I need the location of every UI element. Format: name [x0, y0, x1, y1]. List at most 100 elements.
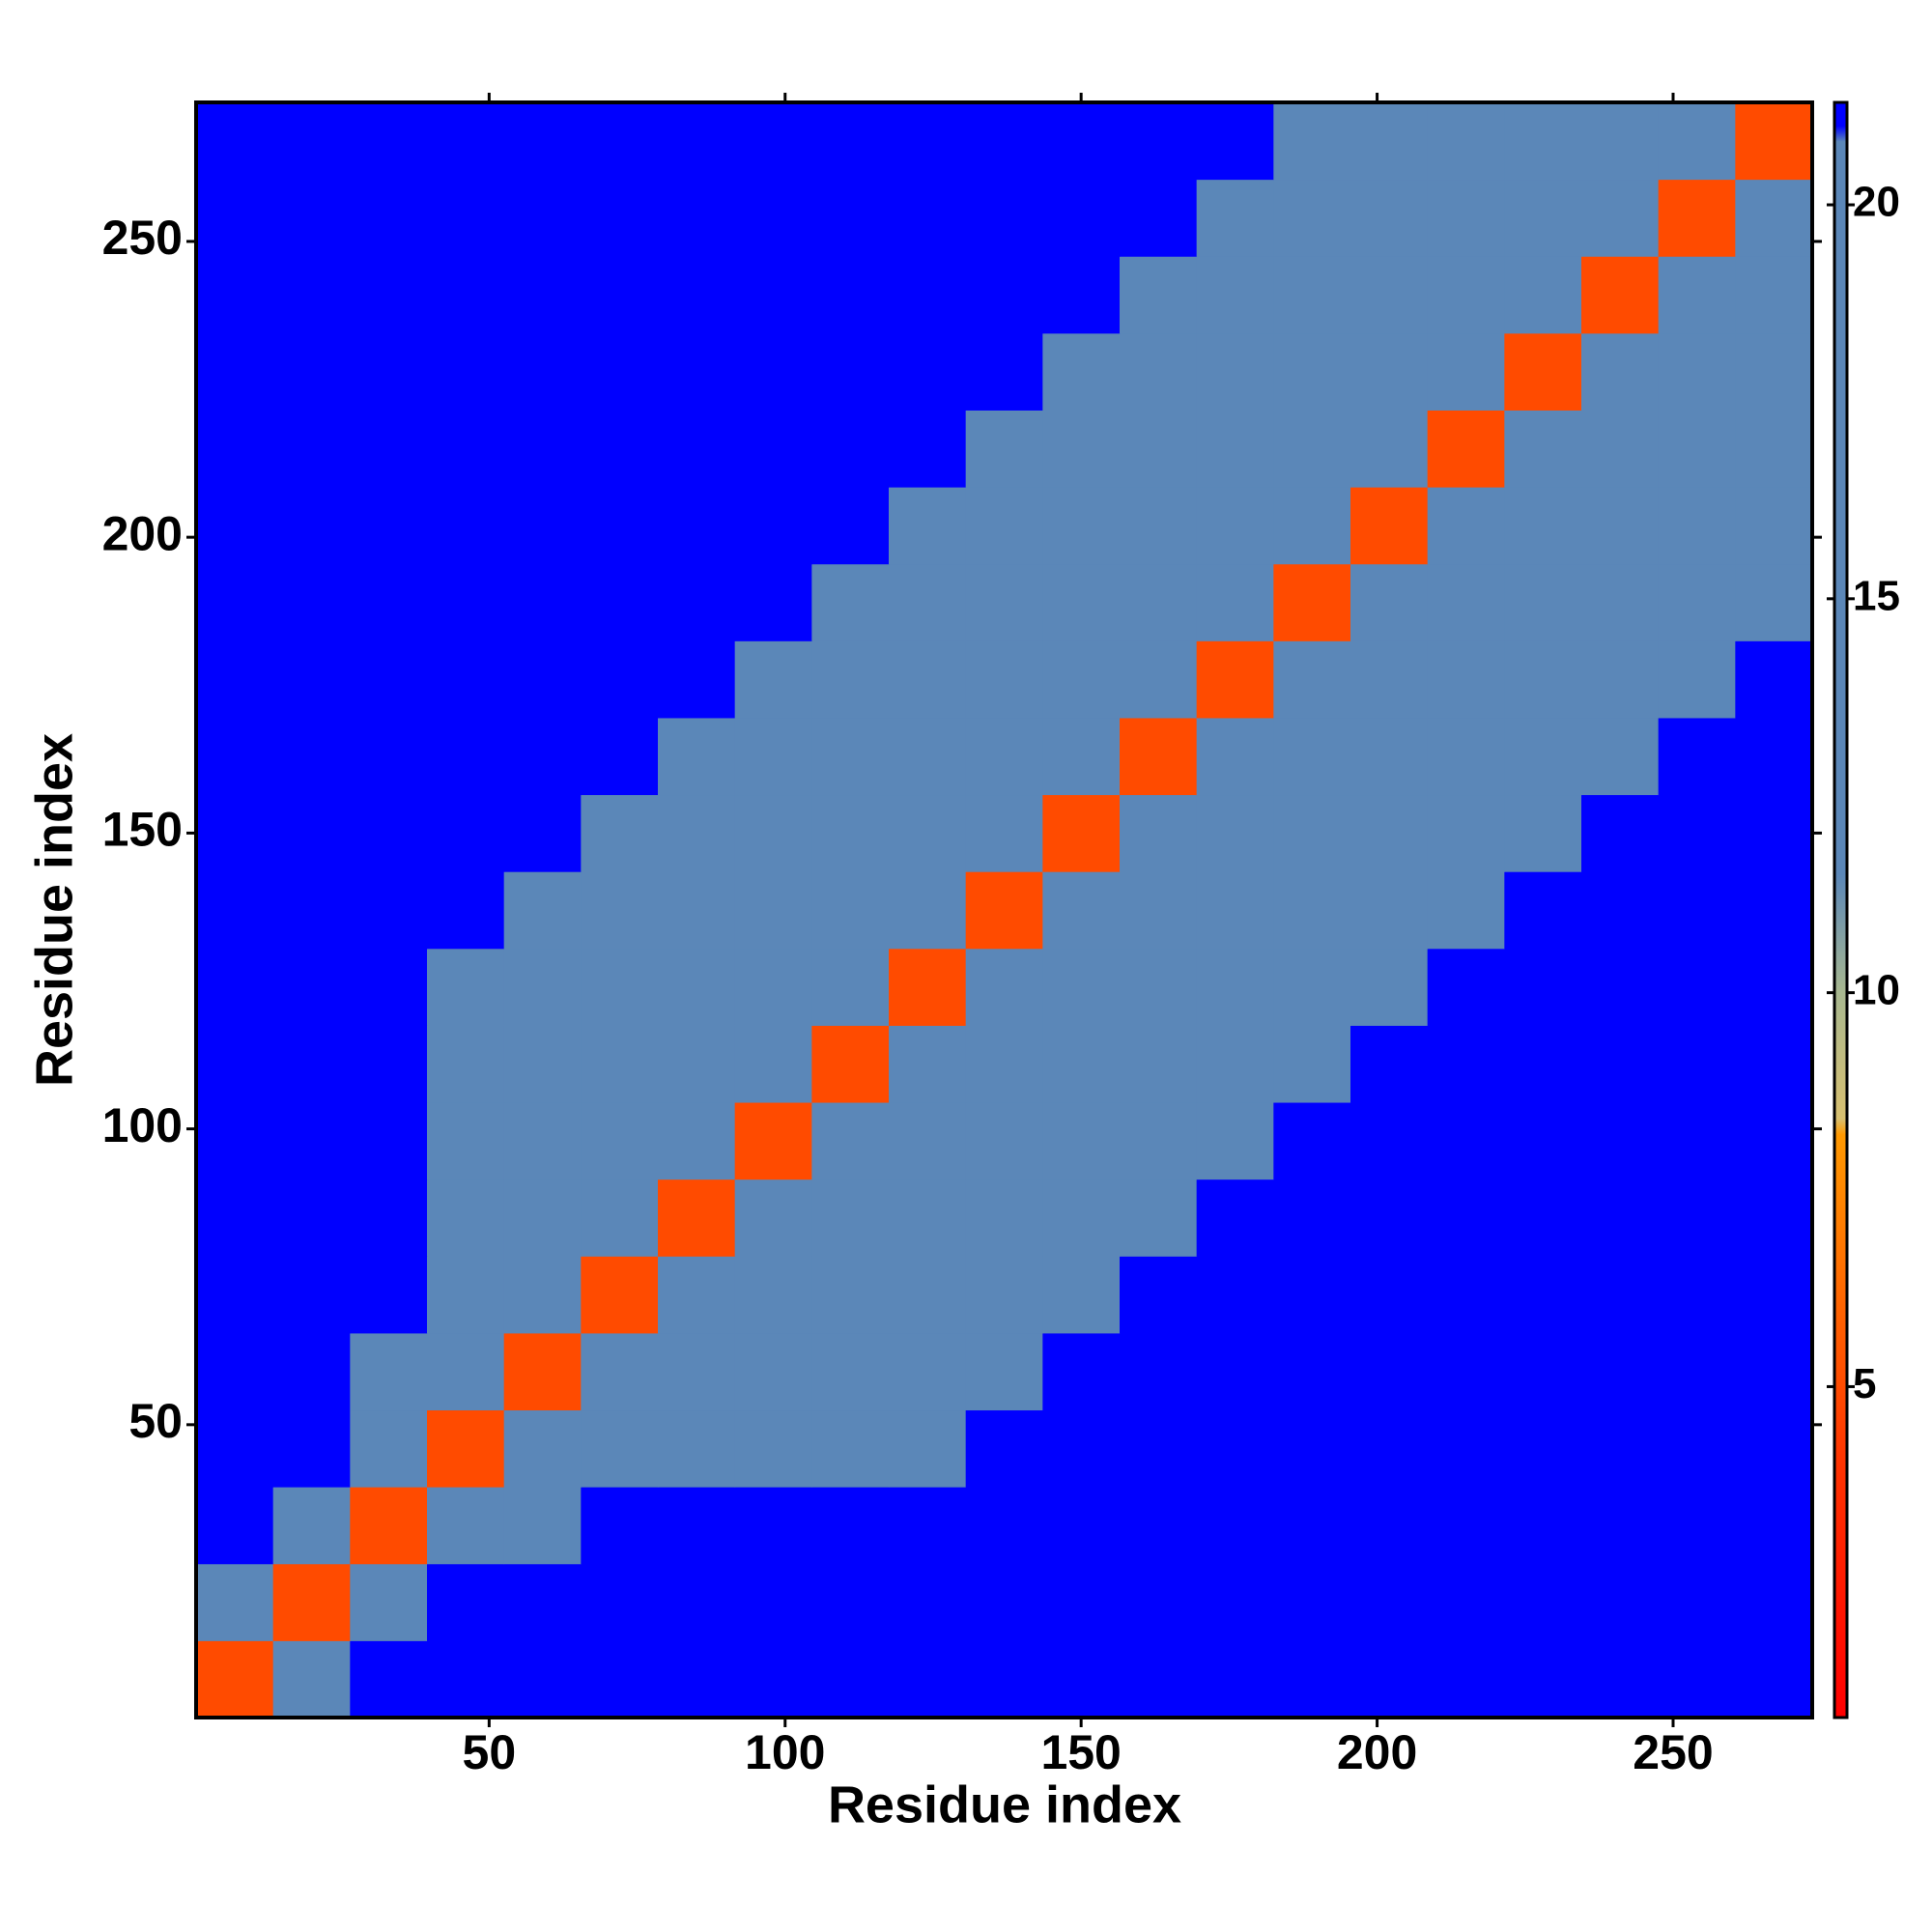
heatmap-cell: [1427, 717, 1505, 796]
heatmap-cell: [1350, 1332, 1429, 1411]
heatmap-cell: [811, 871, 890, 950]
heatmap-cell: [1658, 563, 1736, 641]
heatmap-cell: [1273, 1179, 1351, 1257]
heatmap-cell: [658, 102, 736, 181]
heatmap-cell: [1042, 948, 1121, 1026]
heatmap-cell: [889, 1487, 967, 1565]
heatmap-cell: [427, 1563, 505, 1641]
heatmap-cell: [1427, 256, 1505, 334]
x-tick-label: 150: [1040, 1725, 1121, 1779]
heatmap-cell: [1581, 563, 1660, 641]
heatmap-cell: [272, 256, 351, 334]
heatmap-cell: [196, 256, 274, 334]
heatmap-cell: [196, 410, 274, 488]
heatmap-cell: [1735, 794, 1813, 872]
x-tick-label: 250: [1633, 1725, 1713, 1779]
heatmap-cell: [811, 102, 890, 181]
heatmap-cell: [1658, 1487, 1736, 1565]
heatmap-cell: [889, 1256, 967, 1334]
heatmap-cell: [1350, 179, 1429, 257]
heatmap-cell: [272, 1640, 351, 1719]
heatmap-cell: [350, 1332, 428, 1411]
heatmap-cell: [503, 640, 582, 719]
heatmap-cell: [427, 1179, 505, 1257]
heatmap-cell: [965, 410, 1043, 488]
heatmap-cell: [1042, 1487, 1121, 1565]
heatmap-cell: [1735, 1102, 1813, 1180]
heatmap-cell: [350, 1102, 428, 1180]
colorbar-tick-label: 5: [1853, 1360, 1876, 1407]
heatmap-cell: [1350, 948, 1429, 1026]
heatmap-cell: [1658, 487, 1736, 565]
heatmap-cell: [503, 794, 582, 872]
heatmap-cell: [1273, 1025, 1351, 1103]
heatmap-cell: [811, 640, 890, 719]
heatmap-cell: [1427, 487, 1505, 565]
heatmap-cell: [427, 1332, 505, 1411]
heatmap-cell: [1120, 948, 1198, 1026]
heatmap-cell: [889, 487, 967, 565]
heatmap-cell: [1120, 487, 1198, 565]
heatmap-cell: [196, 1640, 274, 1719]
heatmap-cell: [581, 563, 659, 641]
heatmap-cell: [1350, 640, 1429, 719]
heatmap-cell: [889, 1640, 967, 1719]
heatmap-cell: [1735, 717, 1813, 796]
heatmap-cell: [1120, 1256, 1198, 1334]
heatmap-cell: [1196, 102, 1274, 181]
heatmap-cell: [1120, 1332, 1198, 1411]
heatmap-cell: [1196, 1640, 1274, 1719]
heatmap-cell: [1735, 1332, 1813, 1411]
heatmap-cell: [1120, 1409, 1198, 1488]
x-tick-label: 50: [463, 1725, 517, 1779]
heatmap-cell: [1735, 1409, 1813, 1488]
heatmap-cell: [1196, 794, 1274, 872]
heatmap-cell: [1350, 1179, 1429, 1257]
heatmap-cell: [1120, 1179, 1198, 1257]
heatmap-cell: [965, 563, 1043, 641]
heatmap-cell: [1581, 487, 1660, 565]
heatmap-cell: [581, 1256, 659, 1334]
heatmap-cell: [427, 1102, 505, 1180]
heatmap-cell: [1350, 487, 1429, 565]
heatmap-cell: [1427, 1409, 1505, 1488]
heatmap-cell: [1196, 1332, 1274, 1411]
heatmap-cell: [272, 1332, 351, 1411]
heatmap-cell: [503, 1256, 582, 1334]
heatmap-cell: [581, 1409, 659, 1488]
heatmap-cell: [734, 1256, 812, 1334]
heatmap-cell: [503, 1640, 582, 1719]
heatmap-cell: [1735, 179, 1813, 257]
heatmap-cell: [272, 1563, 351, 1641]
heatmap-cell: [1427, 1332, 1505, 1411]
heatmap-cell: [581, 794, 659, 872]
heatmap-cell: [196, 871, 274, 950]
heatmap-cell: [1427, 794, 1505, 872]
heatmap-cell: [196, 1563, 274, 1641]
heatmap-cell: [734, 1102, 812, 1180]
heatmap-cell: [1658, 1102, 1736, 1180]
heatmap-cell: [427, 1409, 505, 1488]
heatmap-cell: [581, 1179, 659, 1257]
heatmap-cell: [889, 948, 967, 1026]
heatmap-cell: [350, 640, 428, 719]
heatmap-cell: [1658, 640, 1736, 719]
heatmap-cell: [1658, 332, 1736, 411]
heatmap-cell: [503, 948, 582, 1026]
heatmap-cell: [1504, 948, 1582, 1026]
heatmap-cell: [1042, 1563, 1121, 1641]
heatmap-cell: [1427, 563, 1505, 641]
heatmap-cell: [1350, 102, 1429, 181]
heatmap-cell: [658, 1409, 736, 1488]
heatmap-cell: [734, 948, 812, 1026]
heatmap-cell: [1273, 256, 1351, 334]
heatmap-cell: [196, 563, 274, 641]
heatmap-cell: [350, 487, 428, 565]
heatmap-cell: [581, 1332, 659, 1411]
heatmap-cell: [350, 717, 428, 796]
heatmap-cell: [503, 1025, 582, 1103]
heatmap-cell: [965, 794, 1043, 872]
heatmap-cell: [1120, 563, 1198, 641]
heatmap-cell: [1504, 179, 1582, 257]
